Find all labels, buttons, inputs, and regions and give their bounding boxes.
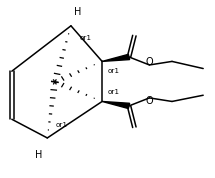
Text: H: H xyxy=(74,7,81,17)
Text: or1: or1 xyxy=(108,68,120,74)
Polygon shape xyxy=(102,54,130,61)
Text: or1: or1 xyxy=(56,122,68,128)
Text: H: H xyxy=(35,150,42,160)
Text: or1: or1 xyxy=(80,35,92,41)
Polygon shape xyxy=(102,101,130,109)
Text: or1: or1 xyxy=(108,89,120,95)
Text: O: O xyxy=(146,57,153,67)
Text: O: O xyxy=(146,96,153,106)
